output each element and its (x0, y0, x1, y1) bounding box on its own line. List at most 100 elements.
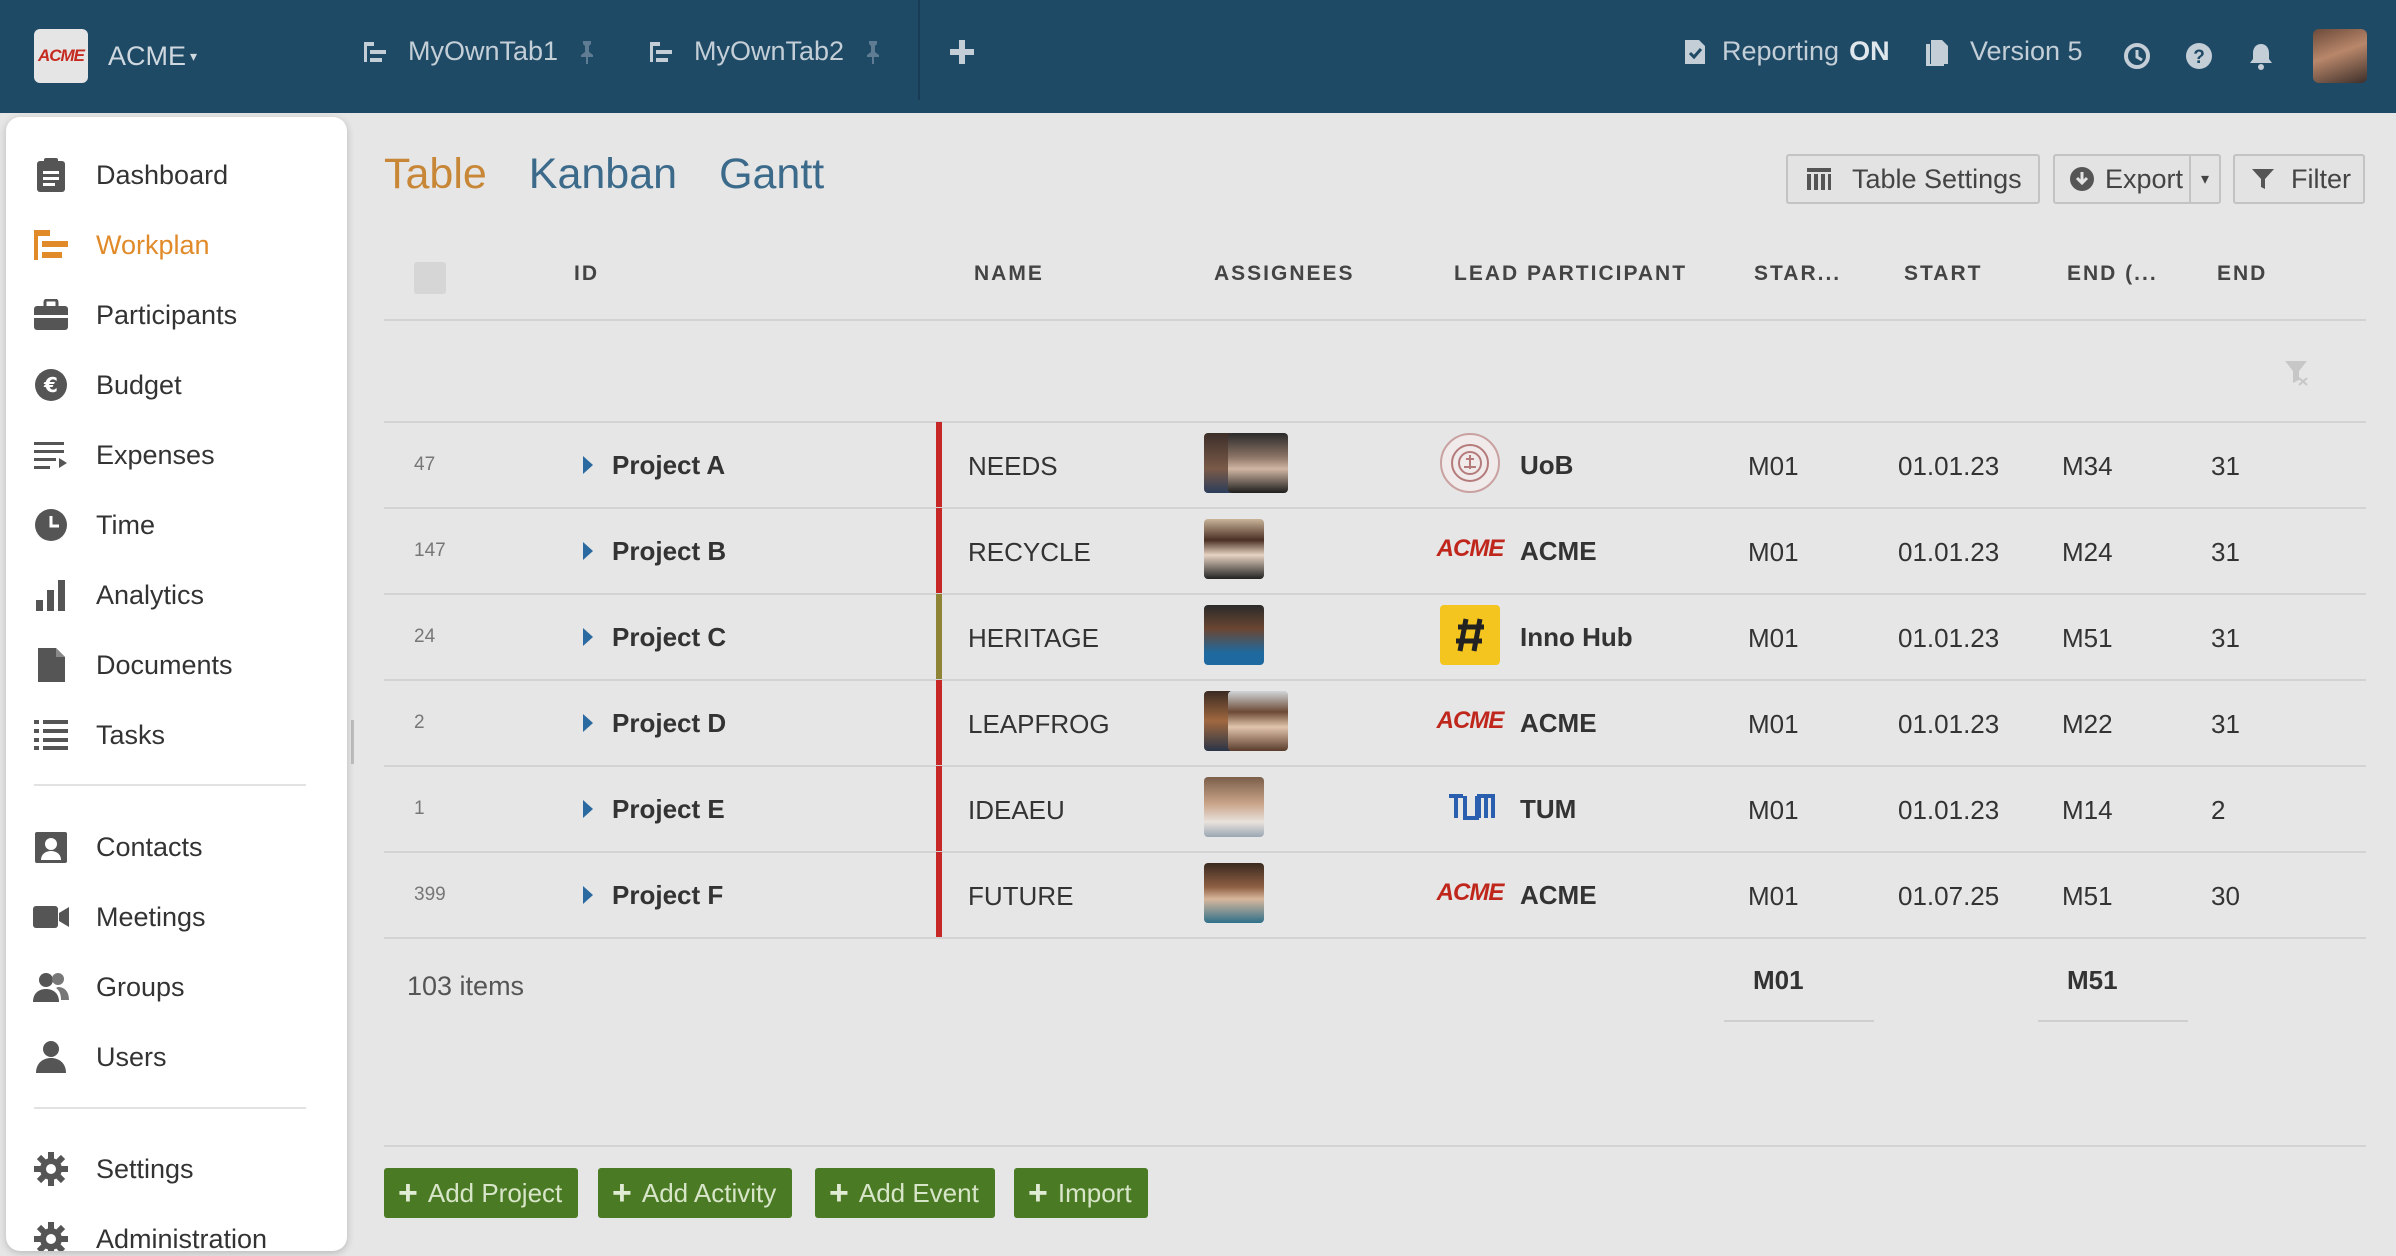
sidebar-resize-handle[interactable] (351, 720, 354, 764)
row-divider (384, 765, 2366, 767)
tab-kanban[interactable]: Kanban (528, 150, 678, 198)
add-tab-icon[interactable] (946, 36, 978, 68)
col-header-id[interactable]: ID (574, 262, 599, 285)
brand-switcher[interactable]: ACME ACME ▾ (34, 29, 197, 83)
import-button[interactable]: + Import (1014, 1168, 1148, 1218)
end-date: 31 (2211, 623, 2240, 653)
col-header-start[interactable]: START (1904, 262, 1983, 285)
add-event-button[interactable]: + Add Event (815, 1168, 995, 1218)
reporting-toggle[interactable]: Reporting ON (1682, 36, 1890, 67)
sidebar-item-expenses[interactable]: Expenses (32, 436, 215, 474)
assignee-avatar[interactable] (1204, 605, 1264, 665)
project-name: LEAPFROG (968, 709, 1110, 739)
chevron-down-icon[interactable]: ▾ (2189, 156, 2219, 202)
status-bar (936, 680, 942, 766)
expand-caret-icon[interactable] (583, 542, 593, 560)
action-bar-divider (384, 1145, 2366, 1147)
sidebar-item-label: Meetings (96, 901, 206, 932)
help-icon[interactable]: ? (2184, 41, 2214, 71)
expand-caret-icon[interactable] (583, 714, 593, 732)
project-name: NEEDS (968, 451, 1058, 481)
document-icon (32, 646, 70, 684)
sidebar-item-workplan[interactable]: Workplan (32, 226, 210, 264)
end-month: M22 (2062, 709, 2113, 739)
history-icon[interactable] (2122, 41, 2152, 71)
select-all-checkbox[interactable] (414, 262, 446, 294)
col-header-name[interactable]: NAME (974, 262, 1044, 285)
briefcase-icon (32, 296, 70, 334)
lead-participant: UoB (1520, 450, 1574, 480)
header-divider (384, 319, 2366, 321)
sidebar-item-groups[interactable]: Groups (32, 968, 185, 1006)
pin-icon[interactable] (862, 39, 884, 65)
table-settings-label: Table Settings (1852, 163, 2022, 194)
project-title[interactable]: Project B (612, 536, 727, 566)
assignee-avatar[interactable] (1204, 777, 1264, 837)
import-label: Import (1057, 1177, 1132, 1208)
add-activity-button[interactable]: + Add Activity (598, 1168, 793, 1218)
sidebar-item-label: Dashboard (96, 159, 229, 190)
filter-button[interactable]: Filter (2233, 154, 2365, 204)
col-header-lead-participant[interactable]: LEAD PARTICIPANT (1454, 262, 1688, 285)
start-date: 01.01.23 (1898, 623, 2000, 653)
project-title[interactable]: Project C (612, 622, 727, 652)
status-bar (936, 594, 942, 680)
sidebar-item-budget[interactable]: € Budget (32, 366, 182, 404)
sidebar-item-dashboard[interactable]: Dashboard (32, 156, 228, 194)
lead-participant: ACME (1520, 708, 1597, 738)
sidebar-item-meetings[interactable]: Meetings (32, 898, 206, 936)
document-icon (1926, 39, 1948, 66)
sidebar-item-documents[interactable]: Documents (32, 646, 233, 684)
gear-icon (32, 1220, 70, 1251)
add-project-button[interactable]: + Add Project (384, 1168, 579, 1218)
sidebar-item-administration[interactable]: Administration (32, 1220, 267, 1251)
project-title[interactable]: Project D (612, 708, 727, 738)
expand-caret-icon[interactable] (583, 456, 593, 474)
assignee-avatar[interactable] (1204, 863, 1264, 923)
end-date: 31 (2211, 709, 2240, 739)
columns-icon (1807, 168, 1831, 190)
sidebar-item-contacts[interactable]: Contacts (32, 828, 203, 866)
project-title[interactable]: Project A (612, 450, 726, 480)
start-date: 01.07.25 (1898, 881, 2000, 911)
expand-caret-icon[interactable] (583, 628, 593, 646)
sidebar-item-settings[interactable]: Settings (32, 1150, 194, 1188)
export-button[interactable]: Export ▾ (2053, 154, 2221, 204)
assignee-avatar[interactable] (1228, 691, 1288, 751)
sidebar-item-participants[interactable]: Participants (32, 296, 237, 334)
expand-caret-icon[interactable] (583, 886, 593, 904)
contact-card-icon (32, 828, 70, 866)
col-header-start-month[interactable]: STAR... (1754, 262, 1842, 285)
clear-filter-icon[interactable] (2283, 358, 2309, 386)
pin-icon[interactable] (576, 39, 598, 65)
assignee-avatar[interactable] (1204, 519, 1264, 579)
expand-caret-icon[interactable] (583, 800, 593, 818)
bell-icon[interactable] (2246, 41, 2276, 71)
tab-table[interactable]: Table (384, 150, 487, 198)
col-header-end-month[interactable]: END (... (2067, 262, 2158, 285)
sidebar-item-users[interactable]: Users (32, 1038, 167, 1076)
workplan-icon (650, 41, 672, 62)
user-avatar[interactable] (2313, 29, 2367, 83)
col-header-end[interactable]: END (2217, 262, 2268, 285)
sidebar-item-label: Administration (96, 1223, 268, 1252)
version-selector[interactable]: Version 5 (1924, 36, 2083, 67)
brand-name: ACME (108, 40, 187, 71)
acme-logo: ACME (1436, 707, 1505, 734)
sidebar-item-analytics[interactable]: Analytics (32, 576, 204, 614)
sidebar-item-tasks[interactable]: Tasks (32, 716, 165, 754)
project-title[interactable]: Project F (612, 880, 724, 910)
video-camera-icon (32, 898, 70, 936)
assignee-avatar[interactable] (1228, 433, 1288, 493)
project-title[interactable]: Project E (612, 794, 725, 824)
custom-tab-2[interactable]: MyOwnTab2 (648, 36, 884, 67)
row-divider (384, 851, 2366, 853)
sidebar-item-label: Groups (96, 971, 185, 1002)
sidebar-item-time[interactable]: Time (32, 506, 155, 544)
custom-tab-1[interactable]: MyOwnTab1 (362, 36, 598, 67)
table-settings-button[interactable]: Table Settings (1786, 154, 2040, 204)
version-label: Version 5 (1970, 36, 2083, 66)
tab-gantt[interactable]: Gantt (719, 150, 825, 198)
col-header-assignees[interactable]: ASSIGNEES (1214, 262, 1355, 285)
reporting-icon (1685, 39, 1705, 64)
